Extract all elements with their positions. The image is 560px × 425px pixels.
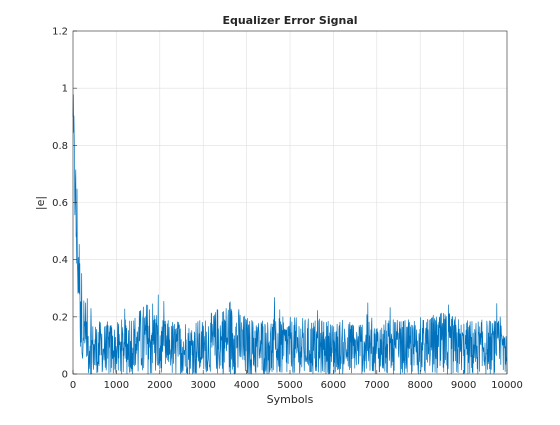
x-tick-label: 6000 <box>321 380 346 391</box>
x-axis-label: Symbols <box>267 393 314 406</box>
x-tick-label: 8000 <box>407 380 432 391</box>
x-tick-label: 2000 <box>147 380 172 391</box>
y-tick-label: 0.2 <box>52 312 68 323</box>
x-tick-label: 10000 <box>491 380 523 391</box>
x-tick-label: 1000 <box>104 380 129 391</box>
y-tick-label: 0 <box>62 370 68 381</box>
x-tick-label: 4000 <box>234 380 259 391</box>
y-axis-label: |e| <box>34 196 47 210</box>
x-tick-label: 5000 <box>277 380 302 391</box>
x-tick-label: 3000 <box>190 380 215 391</box>
y-ticks: 0 0.2 0.4 0.6 0.8 1 1.2 <box>52 27 77 381</box>
y-tick-label: 1 <box>62 84 68 95</box>
x-tick-label: 7000 <box>364 380 389 391</box>
error-trace <box>72 94 508 375</box>
x-tick-label: 9000 <box>451 380 476 391</box>
grid <box>73 31 507 374</box>
y-tick-label: 0.6 <box>52 198 68 209</box>
error-series-line <box>72 94 508 375</box>
x-tick-label: 0 <box>70 380 76 391</box>
y-tick-label: 0.8 <box>52 141 68 152</box>
y-tick-label: 0.4 <box>52 255 68 266</box>
chart-title: Equalizer Error Signal <box>222 14 357 27</box>
x-ticks: 0 1000 2000 3000 4000 5000 6000 7000 8000 9000 100… <box>70 370 523 391</box>
y-tick-label: 1.2 <box>52 27 68 38</box>
